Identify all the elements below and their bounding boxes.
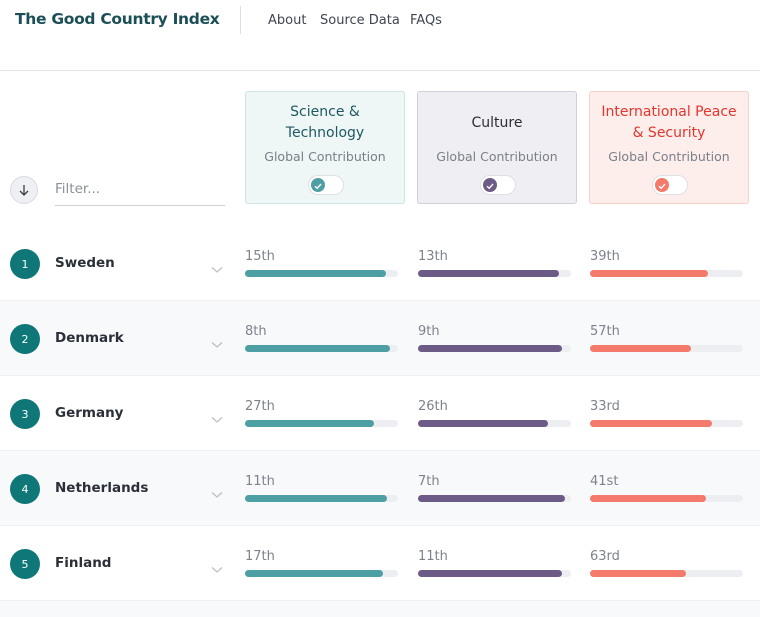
country-row: 1 Sweden 15th 13th 39th xyxy=(0,226,760,301)
country-name[interactable]: Sweden xyxy=(55,255,115,271)
chevron-icon xyxy=(211,492,223,498)
score-bar xyxy=(590,420,713,427)
score-bar xyxy=(418,570,562,577)
country-row: 3 Germany 27th 26th 33rd xyxy=(0,376,760,451)
rank-label: 33rd xyxy=(590,399,620,414)
score-bar xyxy=(418,270,559,277)
rank-badge: 5 xyxy=(10,549,40,579)
toggle-knob xyxy=(655,178,669,192)
score-bar xyxy=(245,420,374,427)
column-title: Science & Technology xyxy=(285,104,365,141)
bar-track xyxy=(418,495,571,502)
rank-badge: 2 xyxy=(10,324,40,354)
bar-track xyxy=(245,270,398,277)
column-subtitle: Global Contribution xyxy=(608,149,730,164)
column-subtitle: Global Contribution xyxy=(436,149,558,164)
rank-label: 11th xyxy=(418,549,448,564)
rank-label: 11th xyxy=(245,474,275,489)
bar-track xyxy=(590,570,743,577)
rank-label: 63rd xyxy=(590,549,620,564)
bar-track xyxy=(590,270,743,277)
toggle-knob xyxy=(311,178,325,192)
bar-track xyxy=(590,345,743,352)
score-bar xyxy=(418,495,565,502)
rank-label: 13th xyxy=(418,249,448,264)
column-card: Culture Global Contribution xyxy=(417,91,577,204)
country-row: 4 Netherlands 11th 7th 41st xyxy=(0,451,760,526)
column-toggle[interactable] xyxy=(308,175,344,195)
column-toggle[interactable] xyxy=(480,175,516,195)
score-bar xyxy=(590,270,708,277)
nav-link[interactable]: Source Data xyxy=(320,13,400,28)
rank-label: 26th xyxy=(418,399,448,414)
score-bar xyxy=(245,570,383,577)
score-bar xyxy=(245,345,391,352)
chevron-icon xyxy=(211,417,223,423)
rank-label: 39th xyxy=(590,249,620,264)
rank-label: 27th xyxy=(245,399,275,414)
country-name[interactable]: Denmark xyxy=(55,330,124,346)
bar-track xyxy=(245,420,398,427)
chevron-icon xyxy=(211,267,223,273)
filter-input[interactable]: Filter... xyxy=(55,181,225,206)
expand-chevron[interactable] xyxy=(211,259,223,273)
column-title: Culture xyxy=(471,114,523,131)
expand-chevron[interactable] xyxy=(211,409,223,423)
expand-chevron[interactable] xyxy=(211,334,223,348)
score-bar xyxy=(590,345,691,352)
nav-link[interactable]: FAQs xyxy=(410,13,442,28)
expand-chevron[interactable] xyxy=(211,559,223,573)
check-icon xyxy=(486,183,494,190)
rank-label: 15th xyxy=(245,249,275,264)
nav-link[interactable]: About xyxy=(268,13,307,28)
toggle-knob xyxy=(483,178,497,192)
bar-track xyxy=(590,495,743,502)
chevron-icon xyxy=(211,567,223,573)
header-border xyxy=(0,70,760,71)
country-name[interactable]: Germany xyxy=(55,405,124,421)
column-subtitle: Global Contribution xyxy=(264,149,386,164)
rank-badge: 3 xyxy=(10,399,40,429)
check-icon xyxy=(314,183,322,190)
country-row: 5 Finland 17th 11th 63rd xyxy=(0,526,760,601)
score-bar xyxy=(245,495,388,502)
site-title[interactable]: The Good Country Index xyxy=(15,10,220,28)
bar-track xyxy=(590,420,743,427)
score-bar xyxy=(590,570,687,577)
sort-button[interactable] xyxy=(10,176,38,204)
country-row: 2 Denmark 8th 9th 57th xyxy=(0,301,760,376)
score-bar xyxy=(418,420,549,427)
rank-label: 8th xyxy=(245,324,267,339)
column-card: Science & Technology Global Contribution xyxy=(245,91,405,204)
expand-chevron[interactable] xyxy=(211,484,223,498)
score-bar xyxy=(245,270,386,277)
column-card: International Peace & Security Global Con… xyxy=(589,91,749,204)
bar-track xyxy=(418,345,571,352)
country-name[interactable]: Netherlands xyxy=(55,480,149,496)
bar-track xyxy=(245,495,398,502)
bar-track xyxy=(418,270,571,277)
country-name[interactable]: Finland xyxy=(55,555,112,571)
score-bar xyxy=(418,345,562,352)
bar-track xyxy=(245,345,398,352)
rank-label: 57th xyxy=(590,324,620,339)
sort-icon xyxy=(19,185,29,196)
bar-track xyxy=(418,420,571,427)
check-icon xyxy=(658,183,666,190)
bar-track xyxy=(418,570,571,577)
rank-label: 17th xyxy=(245,549,275,564)
rank-label: 7th xyxy=(418,474,440,489)
divider xyxy=(240,6,241,34)
bar-track xyxy=(245,570,398,577)
column-title: International Peace & Security xyxy=(601,104,737,141)
chevron-icon xyxy=(211,342,223,348)
rank-badge: 4 xyxy=(10,474,40,504)
column-toggle[interactable] xyxy=(652,175,688,195)
rank-label: 41st xyxy=(590,474,619,489)
rank-badge: 1 xyxy=(10,249,40,279)
score-bar xyxy=(590,495,707,502)
rank-label: 9th xyxy=(418,324,440,339)
next-row xyxy=(0,601,760,617)
